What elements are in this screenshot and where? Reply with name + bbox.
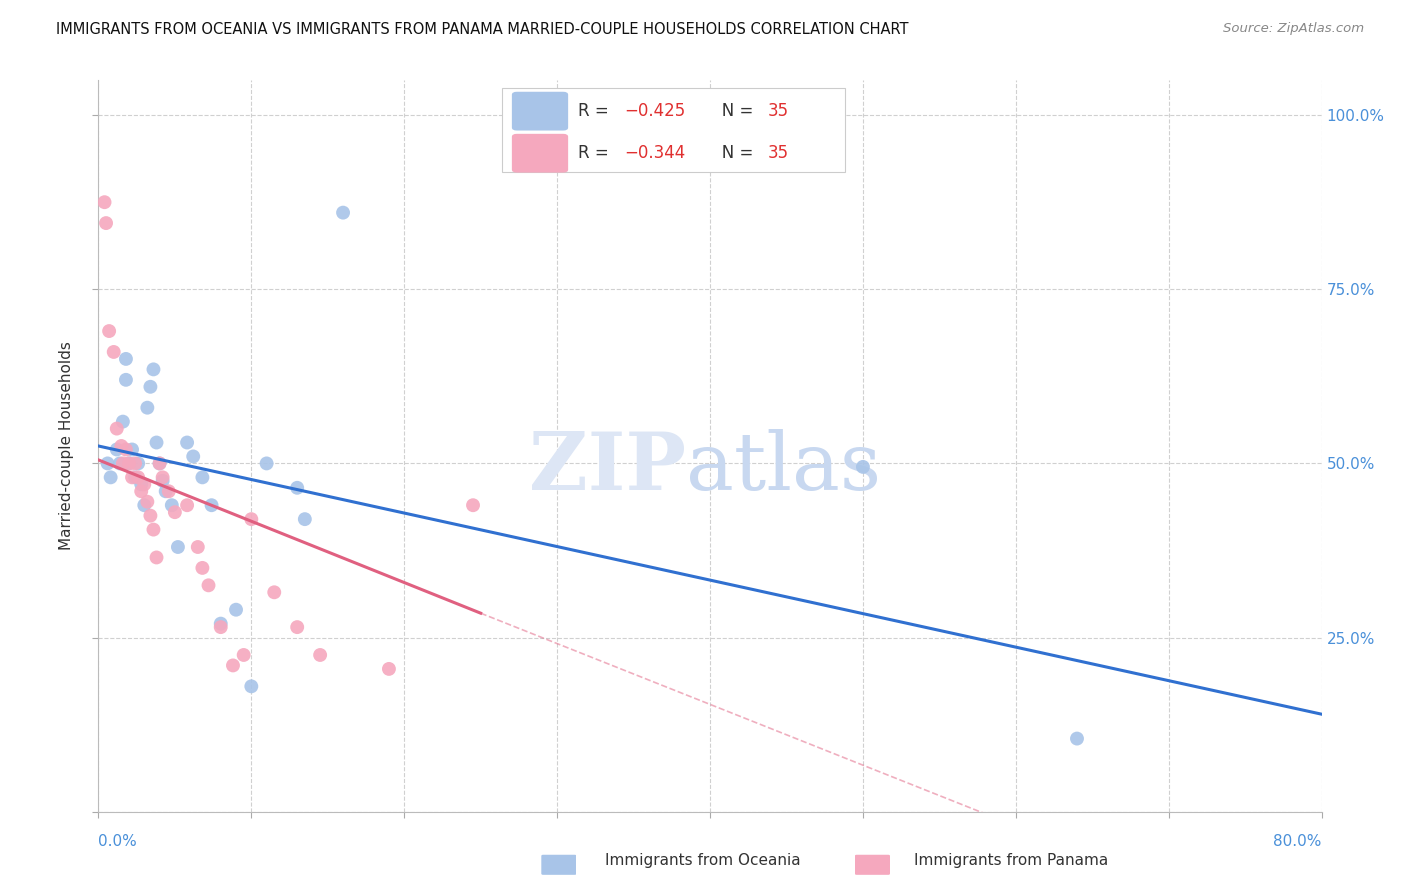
Point: [105, 442, 128, 457]
Point: [94, 216, 117, 230]
Text: R =: R =: [578, 145, 614, 162]
Point: [187, 540, 209, 554]
Point: [134, 498, 156, 512]
Point: [181, 450, 204, 464]
Point: [225, 603, 247, 617]
Point: [256, 457, 278, 471]
Point: [191, 470, 214, 484]
Point: [127, 470, 149, 484]
FancyBboxPatch shape: [512, 134, 568, 172]
Point: [232, 648, 254, 662]
Text: −0.344: −0.344: [624, 145, 686, 162]
Point: [152, 474, 174, 488]
Point: [115, 351, 138, 366]
Point: [121, 470, 143, 484]
Text: ZIP: ZIP: [529, 429, 686, 507]
Text: N =: N =: [706, 145, 759, 162]
Text: 35: 35: [768, 145, 789, 162]
Text: Immigrants from Panama: Immigrants from Panama: [914, 854, 1108, 868]
Point: [93, 195, 115, 210]
Text: N =: N =: [706, 103, 759, 120]
Point: [155, 484, 177, 499]
Point: [461, 498, 484, 512]
Point: [111, 415, 134, 429]
Point: [118, 457, 141, 471]
Point: [105, 421, 128, 435]
Y-axis label: Married-couple Households: Married-couple Households: [59, 342, 75, 550]
Point: [129, 477, 152, 491]
Point: [142, 362, 165, 376]
Point: [157, 484, 180, 499]
Point: [1066, 731, 1088, 746]
Text: Source: ZipAtlas.com: Source: ZipAtlas.com: [1223, 22, 1364, 36]
Point: [240, 512, 263, 526]
Point: [124, 470, 146, 484]
Point: [127, 457, 149, 471]
Point: [115, 373, 138, 387]
Point: [145, 550, 167, 565]
Point: [134, 477, 156, 491]
Point: [149, 457, 172, 471]
Point: [97, 457, 120, 471]
FancyBboxPatch shape: [502, 87, 845, 171]
Point: [222, 658, 245, 673]
Point: [309, 648, 332, 662]
Point: [285, 620, 308, 634]
Text: Immigrants from Oceania: Immigrants from Oceania: [605, 854, 800, 868]
Point: [176, 498, 198, 512]
Point: [100, 470, 122, 484]
Point: [136, 401, 159, 415]
Point: [124, 457, 146, 471]
Point: [160, 498, 183, 512]
Point: [149, 457, 172, 471]
Point: [139, 380, 162, 394]
Text: IMMIGRANTS FROM OCEANIA VS IMMIGRANTS FROM PANAMA MARRIED-COUPLE HOUSEHOLDS CORR: IMMIGRANTS FROM OCEANIA VS IMMIGRANTS FR…: [56, 22, 908, 37]
Point: [209, 616, 232, 631]
Point: [378, 662, 401, 676]
Point: [111, 457, 134, 471]
Point: [118, 457, 141, 471]
Point: [285, 481, 308, 495]
Point: [332, 205, 354, 219]
Point: [136, 494, 159, 508]
Point: [110, 439, 132, 453]
Point: [191, 561, 214, 575]
Point: [167, 540, 190, 554]
Point: [103, 345, 125, 359]
Point: [98, 324, 121, 338]
FancyBboxPatch shape: [855, 855, 890, 875]
Text: 35: 35: [768, 103, 789, 120]
Point: [152, 470, 174, 484]
Point: [852, 459, 875, 474]
Point: [115, 442, 138, 457]
Point: [176, 435, 198, 450]
Text: atlas: atlas: [686, 429, 880, 507]
Point: [139, 508, 162, 523]
Text: 80.0%: 80.0%: [1274, 834, 1322, 849]
Point: [142, 523, 165, 537]
Point: [129, 484, 152, 499]
Point: [263, 585, 285, 599]
Point: [163, 505, 186, 519]
Point: [209, 620, 232, 634]
Point: [294, 512, 316, 526]
Point: [197, 578, 219, 592]
Point: [240, 679, 263, 693]
Text: R =: R =: [578, 103, 614, 120]
Text: 0.0%: 0.0%: [98, 834, 138, 849]
Point: [200, 498, 222, 512]
Point: [108, 457, 131, 471]
Point: [121, 442, 143, 457]
FancyBboxPatch shape: [512, 92, 568, 130]
FancyBboxPatch shape: [541, 855, 576, 875]
Text: −0.425: −0.425: [624, 103, 686, 120]
Point: [145, 435, 167, 450]
